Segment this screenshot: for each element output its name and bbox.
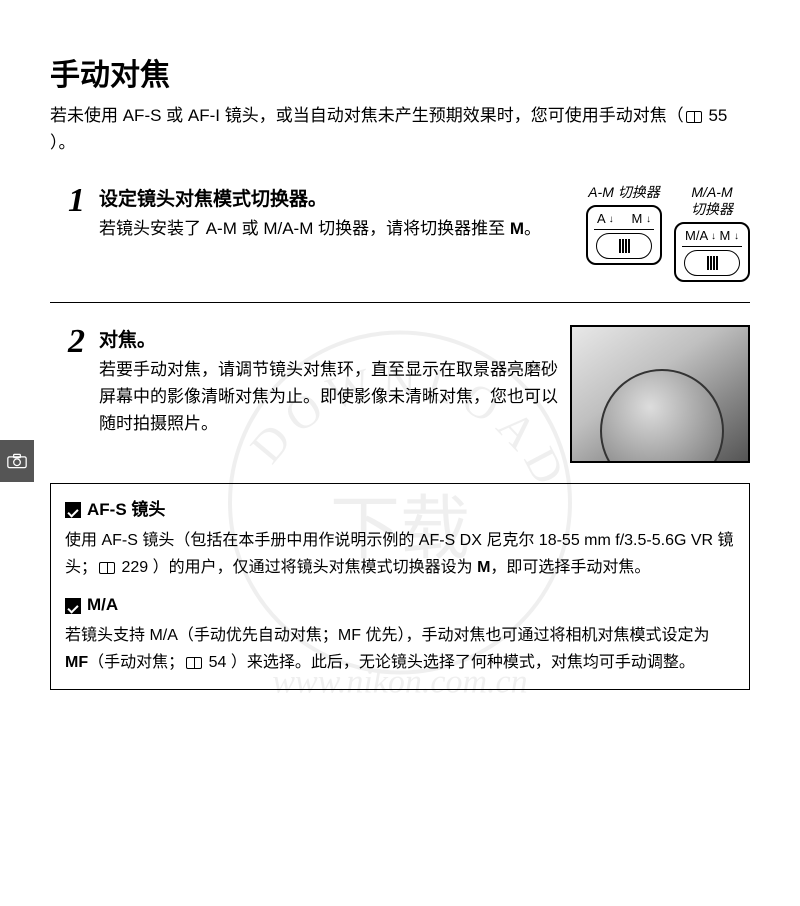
book-icon bbox=[686, 111, 702, 123]
note-afs: AF-S 镜头 使用 AF-S 镜头（包括在本手册中用作说明示例的 AF-S D… bbox=[65, 496, 735, 581]
divider bbox=[50, 302, 750, 303]
check-icon bbox=[65, 502, 81, 518]
step-1: 1 设定镜头对焦模式切换器。 若镜头安装了 A-M 或 M/A-M 切换器，请将… bbox=[50, 184, 750, 282]
step2-title: 对焦。 bbox=[99, 325, 558, 352]
page-title: 手动对焦 bbox=[50, 50, 750, 94]
book-icon bbox=[186, 657, 202, 669]
step-number: 2 bbox=[68, 325, 85, 359]
step1-text: 若镜头安装了 A-M 或 M/A-M 切换器，请将切换器推至 M。 bbox=[99, 215, 574, 242]
lens-focus-photo bbox=[570, 325, 750, 463]
note-ma-text: 若镜头支持 M/A（手动优先自动对焦；MF 优先），手动对焦也可通过将相机对焦模… bbox=[65, 622, 735, 676]
step2-text: 若要手动对焦，请调节镜头对焦环，直至显示在取景器亮磨砂屏幕中的影像清晰对焦为止。… bbox=[99, 356, 558, 438]
step-2: 2 对焦。 若要手动对焦，请调节镜头对焦环，直至显示在取景器亮磨砂屏幕中的影像清… bbox=[50, 325, 750, 463]
switch-diagrams: A-M 切换器 A ↓ M ↓ M/A-M 切换器 bbox=[586, 184, 750, 282]
note-afs-text: 使用 AF-S 镜头（包括在本手册中用作说明示例的 AF-S DX 尼克尔 18… bbox=[65, 527, 735, 581]
intro-text: 若未使用 AF-S 或 AF-I 镜头，或当自动对焦未产生预期效果时，您可使用手… bbox=[50, 102, 750, 156]
step-number: 1 bbox=[68, 184, 85, 218]
note-ma: M/A 若镜头支持 M/A（手动优先自动对焦；MF 优先），手动对焦也可通过将相… bbox=[65, 591, 735, 676]
mam-switch-diagram: M/A-M 切换器 M/A ↓ M ↓ bbox=[674, 184, 750, 282]
book-icon bbox=[99, 562, 115, 574]
check-icon bbox=[65, 598, 81, 614]
note-box: AF-S 镜头 使用 AF-S 镜头（包括在本手册中用作说明示例的 AF-S D… bbox=[50, 483, 750, 690]
am-switch-diagram: A-M 切换器 A ↓ M ↓ bbox=[586, 184, 662, 265]
step1-title: 设定镜头对焦模式切换器。 bbox=[99, 184, 574, 211]
